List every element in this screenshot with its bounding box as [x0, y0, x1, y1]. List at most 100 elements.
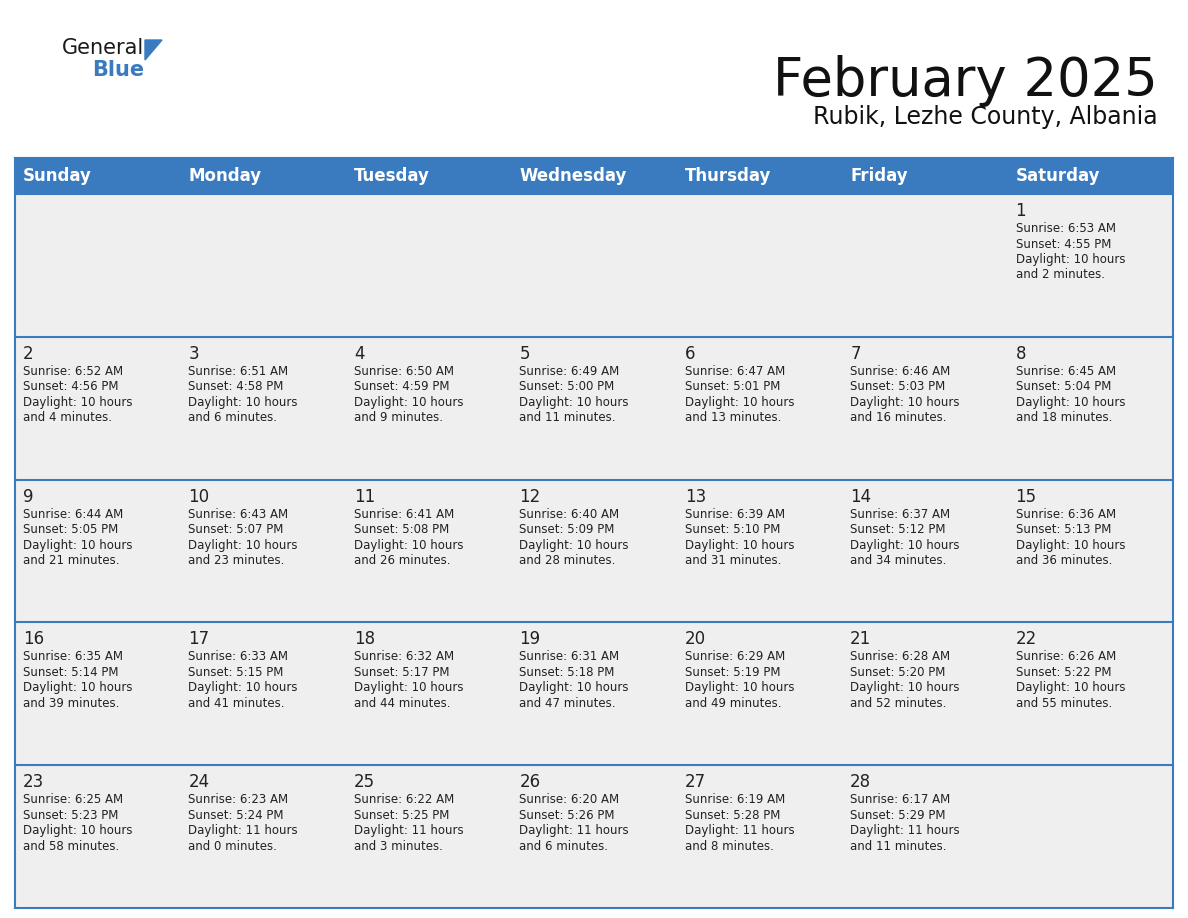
Text: 27: 27 [684, 773, 706, 791]
Text: Sunrise: 6:43 AM: Sunrise: 6:43 AM [189, 508, 289, 521]
Text: Sunrise: 6:17 AM: Sunrise: 6:17 AM [851, 793, 950, 806]
Text: Wednesday: Wednesday [519, 167, 626, 185]
Bar [15, 194, 1173, 337]
Text: Thursday: Thursday [684, 167, 771, 185]
Text: Sunset: 5:24 PM: Sunset: 5:24 PM [189, 809, 284, 822]
Text: 11: 11 [354, 487, 375, 506]
Bar [511, 158, 677, 194]
Text: Sunrise: 6:26 AM: Sunrise: 6:26 AM [1016, 650, 1116, 664]
Bar [842, 158, 1007, 194]
Text: Daylight: 10 hours: Daylight: 10 hours [519, 396, 628, 409]
Text: Sunset: 5:17 PM: Sunset: 5:17 PM [354, 666, 449, 679]
Text: Sunset: 5:25 PM: Sunset: 5:25 PM [354, 809, 449, 822]
Text: Sunset: 5:29 PM: Sunset: 5:29 PM [851, 809, 946, 822]
Bar [1007, 158, 1173, 194]
Text: 5: 5 [519, 345, 530, 363]
Polygon shape [145, 40, 162, 60]
Bar [15, 766, 1173, 908]
Text: Sunset: 4:58 PM: Sunset: 4:58 PM [189, 380, 284, 393]
Text: and 23 minutes.: and 23 minutes. [189, 554, 285, 567]
Text: 19: 19 [519, 631, 541, 648]
Text: and 21 minutes.: and 21 minutes. [23, 554, 120, 567]
Text: 24: 24 [189, 773, 209, 791]
Text: Tuesday: Tuesday [354, 167, 430, 185]
Text: Daylight: 10 hours: Daylight: 10 hours [189, 539, 298, 552]
Text: Sunset: 5:07 PM: Sunset: 5:07 PM [189, 523, 284, 536]
Text: Daylight: 11 hours: Daylight: 11 hours [684, 824, 795, 837]
Text: Sunrise: 6:37 AM: Sunrise: 6:37 AM [851, 508, 950, 521]
Text: Daylight: 10 hours: Daylight: 10 hours [851, 539, 960, 552]
Text: and 2 minutes.: and 2 minutes. [1016, 268, 1105, 282]
Text: Daylight: 10 hours: Daylight: 10 hours [23, 681, 133, 694]
Text: and 31 minutes.: and 31 minutes. [684, 554, 781, 567]
Text: Sunset: 5:15 PM: Sunset: 5:15 PM [189, 666, 284, 679]
Text: Daylight: 11 hours: Daylight: 11 hours [189, 824, 298, 837]
Text: and 47 minutes.: and 47 minutes. [519, 697, 615, 710]
Text: Sunset: 5:12 PM: Sunset: 5:12 PM [851, 523, 946, 536]
Text: Sunset: 5:23 PM: Sunset: 5:23 PM [23, 809, 119, 822]
Text: 15: 15 [1016, 487, 1037, 506]
Text: Sunrise: 6:40 AM: Sunrise: 6:40 AM [519, 508, 619, 521]
Text: Sunrise: 6:41 AM: Sunrise: 6:41 AM [354, 508, 454, 521]
Text: Sunset: 4:59 PM: Sunset: 4:59 PM [354, 380, 449, 393]
Text: Sunset: 5:19 PM: Sunset: 5:19 PM [684, 666, 781, 679]
Text: and 44 minutes.: and 44 minutes. [354, 697, 450, 710]
Text: Daylight: 10 hours: Daylight: 10 hours [1016, 253, 1125, 266]
Text: Sunrise: 6:19 AM: Sunrise: 6:19 AM [684, 793, 785, 806]
Text: and 9 minutes.: and 9 minutes. [354, 411, 443, 424]
Text: Daylight: 11 hours: Daylight: 11 hours [851, 824, 960, 837]
Bar [181, 158, 346, 194]
Text: February 2025: February 2025 [773, 55, 1158, 107]
Text: Rubik, Lezhe County, Albania: Rubik, Lezhe County, Albania [814, 105, 1158, 129]
Text: Daylight: 10 hours: Daylight: 10 hours [1016, 539, 1125, 552]
Text: Sunrise: 6:25 AM: Sunrise: 6:25 AM [23, 793, 124, 806]
Text: Sunrise: 6:29 AM: Sunrise: 6:29 AM [684, 650, 785, 664]
Text: Daylight: 10 hours: Daylight: 10 hours [851, 681, 960, 694]
Text: and 11 minutes.: and 11 minutes. [851, 840, 947, 853]
Text: Sunrise: 6:31 AM: Sunrise: 6:31 AM [519, 650, 619, 664]
Text: Daylight: 10 hours: Daylight: 10 hours [354, 396, 463, 409]
Text: Sunset: 5:13 PM: Sunset: 5:13 PM [1016, 523, 1111, 536]
Bar [15, 158, 181, 194]
Text: 10: 10 [189, 487, 209, 506]
Text: 21: 21 [851, 631, 871, 648]
Text: and 58 minutes.: and 58 minutes. [23, 840, 119, 853]
Text: Sunrise: 6:52 AM: Sunrise: 6:52 AM [23, 364, 124, 378]
Text: 13: 13 [684, 487, 706, 506]
Text: 26: 26 [519, 773, 541, 791]
Text: and 41 minutes.: and 41 minutes. [189, 697, 285, 710]
Text: Sunrise: 6:46 AM: Sunrise: 6:46 AM [851, 364, 950, 378]
Text: Sunrise: 6:49 AM: Sunrise: 6:49 AM [519, 364, 619, 378]
Text: 2: 2 [23, 345, 33, 363]
Text: Sunset: 5:20 PM: Sunset: 5:20 PM [851, 666, 946, 679]
Text: and 6 minutes.: and 6 minutes. [189, 411, 278, 424]
Text: Sunset: 5:10 PM: Sunset: 5:10 PM [684, 523, 781, 536]
Text: Sunset: 5:26 PM: Sunset: 5:26 PM [519, 809, 614, 822]
Text: Sunset: 4:56 PM: Sunset: 4:56 PM [23, 380, 119, 393]
Text: Daylight: 10 hours: Daylight: 10 hours [684, 539, 795, 552]
Bar [15, 622, 1173, 766]
Bar [15, 479, 1173, 622]
Text: Friday: Friday [851, 167, 908, 185]
Text: Sunset: 5:04 PM: Sunset: 5:04 PM [1016, 380, 1111, 393]
Text: Sunrise: 6:35 AM: Sunrise: 6:35 AM [23, 650, 124, 664]
Text: Daylight: 10 hours: Daylight: 10 hours [519, 539, 628, 552]
Text: and 52 minutes.: and 52 minutes. [851, 697, 947, 710]
Text: Daylight: 11 hours: Daylight: 11 hours [519, 824, 628, 837]
Text: and 16 minutes.: and 16 minutes. [851, 411, 947, 424]
Text: and 55 minutes.: and 55 minutes. [1016, 697, 1112, 710]
Text: 17: 17 [189, 631, 209, 648]
Text: and 13 minutes.: and 13 minutes. [684, 411, 781, 424]
Text: and 39 minutes.: and 39 minutes. [23, 697, 119, 710]
Text: Sunrise: 6:50 AM: Sunrise: 6:50 AM [354, 364, 454, 378]
Text: Daylight: 11 hours: Daylight: 11 hours [354, 824, 463, 837]
Text: Sunrise: 6:44 AM: Sunrise: 6:44 AM [23, 508, 124, 521]
Text: and 11 minutes.: and 11 minutes. [519, 411, 615, 424]
Text: 16: 16 [23, 631, 44, 648]
Text: Sunrise: 6:23 AM: Sunrise: 6:23 AM [189, 793, 289, 806]
Text: Sunset: 5:00 PM: Sunset: 5:00 PM [519, 380, 614, 393]
Text: 28: 28 [851, 773, 871, 791]
Text: Sunrise: 6:53 AM: Sunrise: 6:53 AM [1016, 222, 1116, 235]
Text: 3: 3 [189, 345, 200, 363]
Text: 18: 18 [354, 631, 375, 648]
